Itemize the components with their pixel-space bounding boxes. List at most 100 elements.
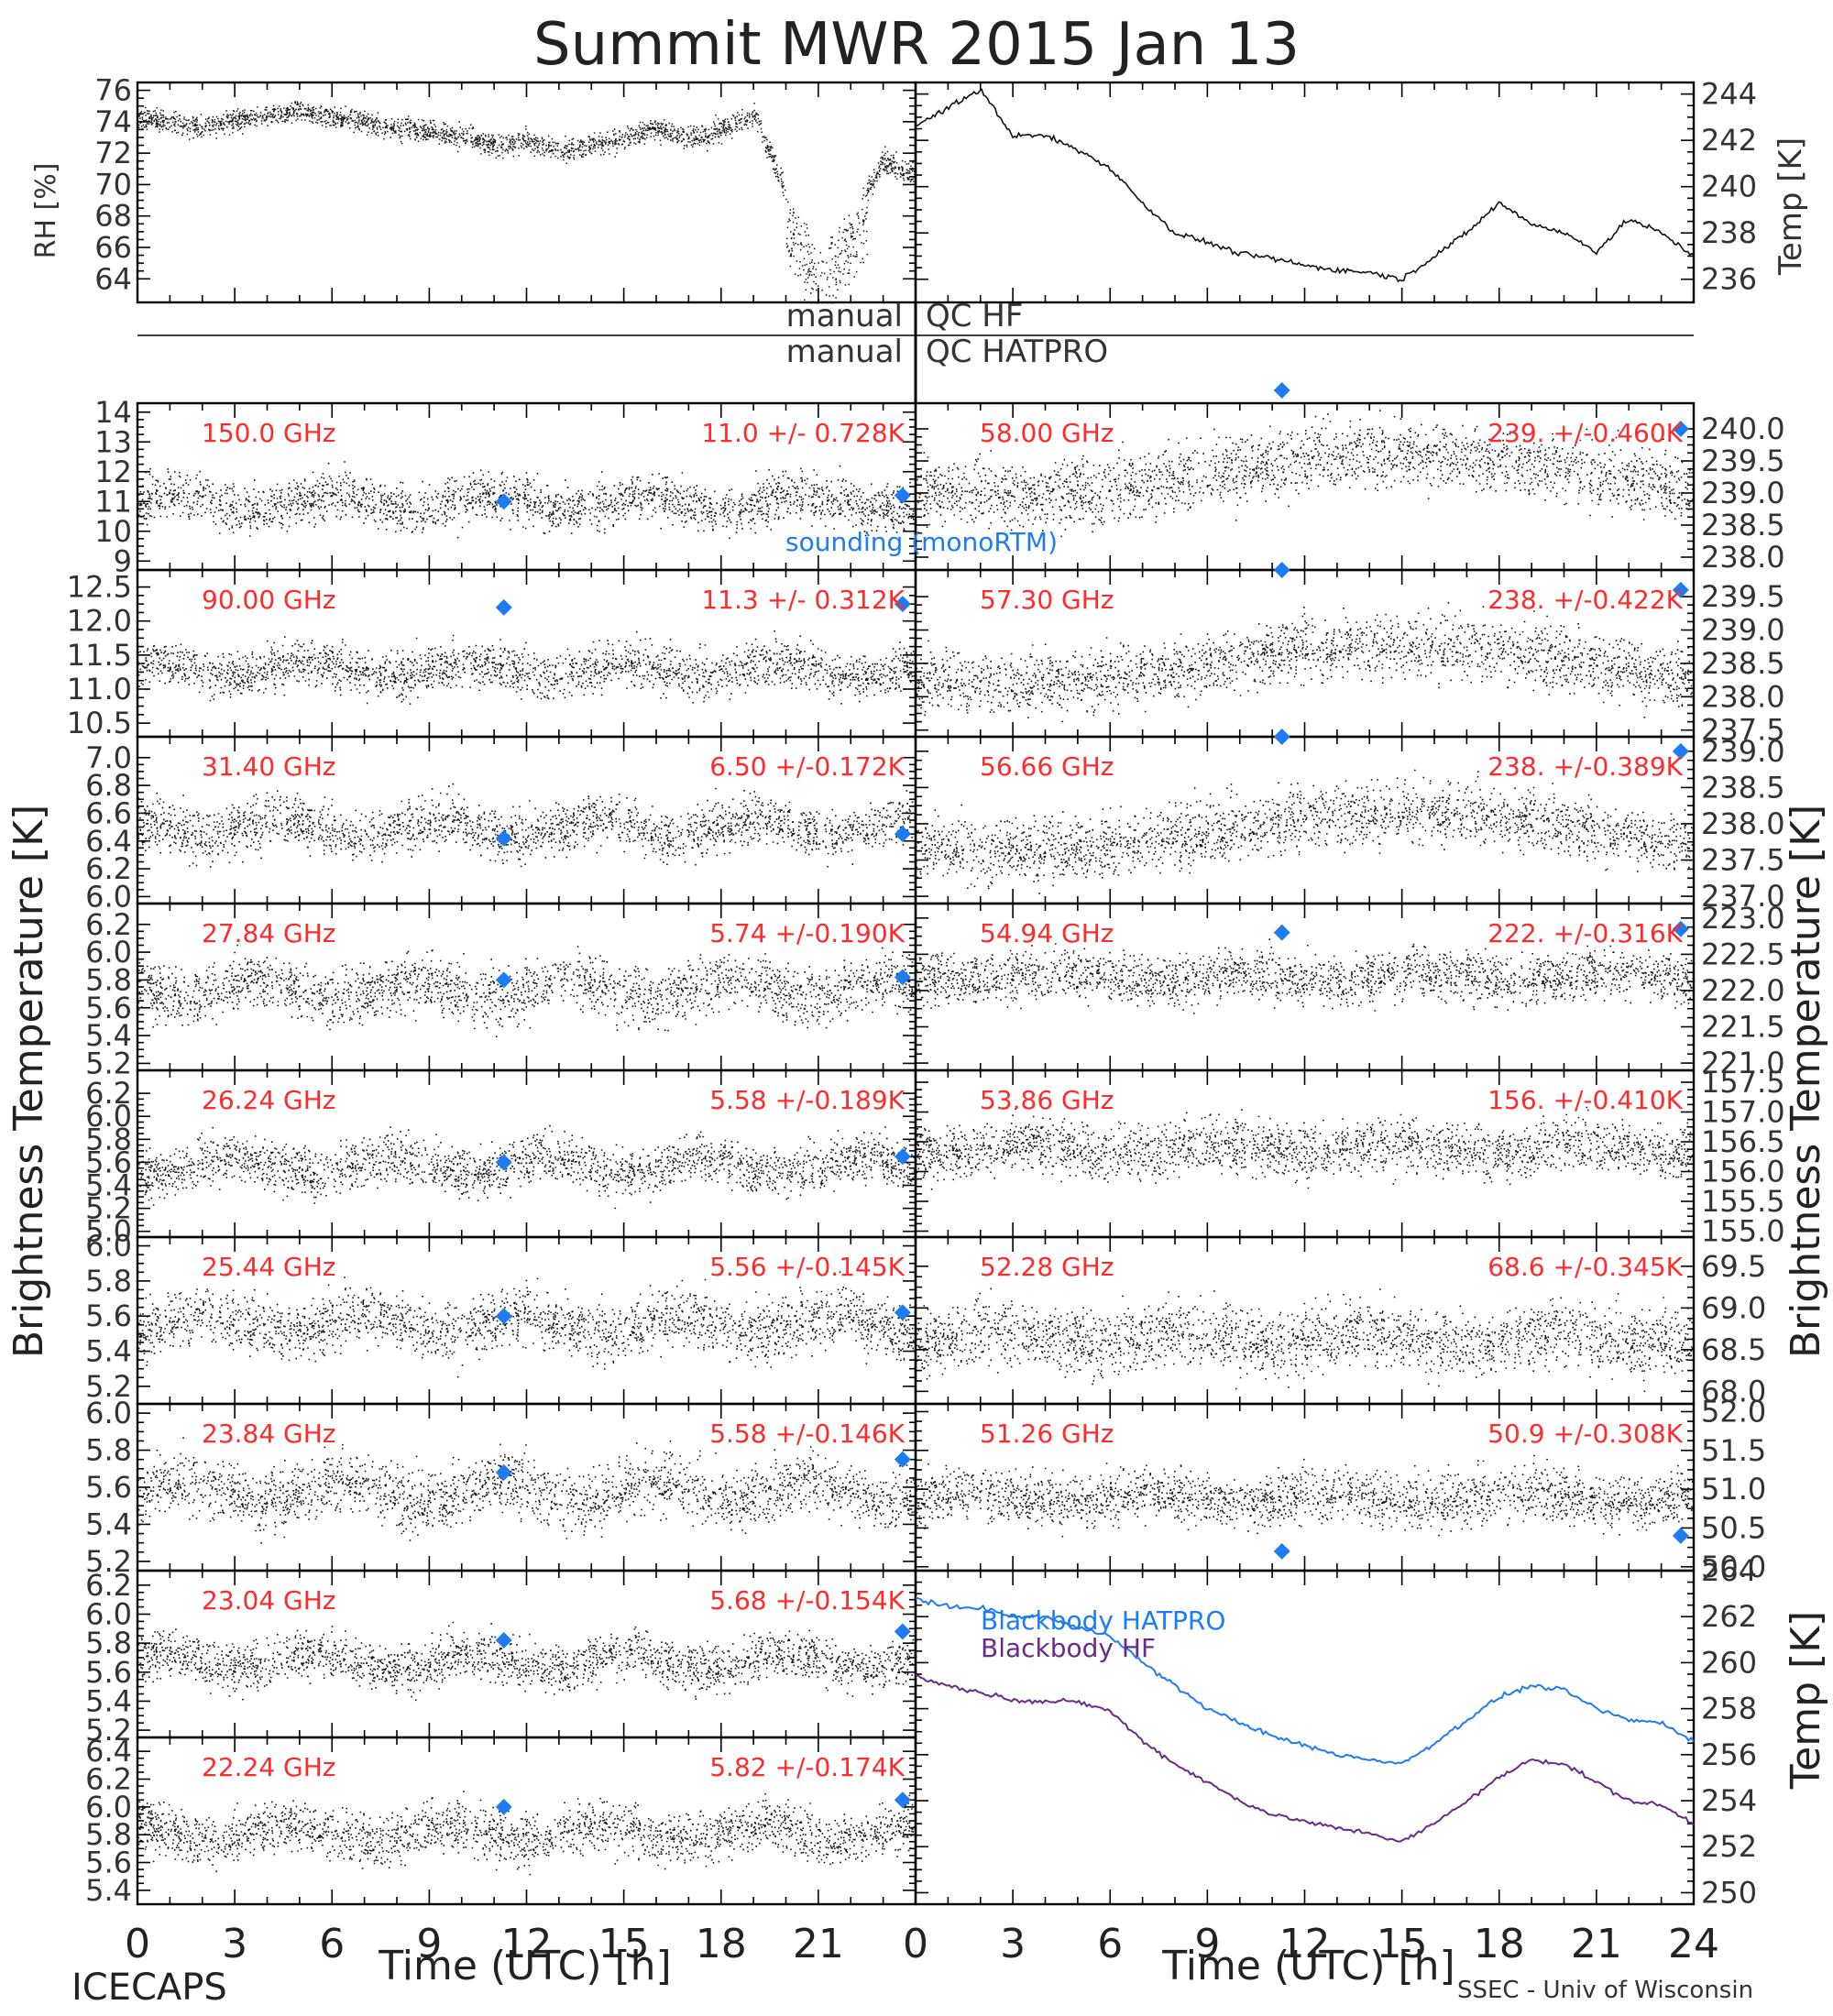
left-channel-8-freq-label: 22.24 GHz — [202, 1752, 336, 1782]
plot-area: 6466687072747623623824024224491011121314… — [67, 73, 1785, 1967]
xtick-label: 6 — [1097, 1921, 1123, 1967]
xtick-label: 18 — [1474, 1921, 1525, 1967]
left-channel-2-ytick-label: 6.2 — [85, 851, 132, 886]
right-channel-2-ytick-label: 237.0 — [1701, 879, 1785, 914]
blackbody-ytick-label: 264 — [1701, 1553, 1757, 1588]
left-channel-0-ytick-label: 14 — [94, 395, 132, 430]
right-channel-4-stats-label: 156. +/-0.410K — [1487, 1085, 1683, 1115]
bt-ylabel-right: Brightness Temperature [K] — [1783, 805, 1829, 1358]
right-channel-4-ytick-label: 156.5 — [1701, 1124, 1785, 1159]
left-channel-4-ytick-label: 6.2 — [85, 1076, 132, 1111]
qc-hatpro-left: manual — [786, 334, 903, 370]
left-channel-7-stats-label: 5.68 +/-0.154K — [709, 1585, 905, 1616]
left-channel-7-ytick-label: 5.8 — [85, 1626, 132, 1660]
left-channel-4-sounding-marker — [495, 1154, 512, 1171]
rh-ytick-label: 72 — [94, 136, 132, 170]
right-channel-4-ytick-label: 157.5 — [1701, 1065, 1785, 1100]
left-channel-2-ytick-label: 7.0 — [85, 740, 132, 775]
left-channel-2-sounding-marker — [894, 826, 911, 843]
left-channel-0-sounding-marker — [894, 487, 911, 504]
xtick-label: 0 — [903, 1921, 928, 1967]
right-channel-4-ytick-label: 157.0 — [1701, 1095, 1785, 1130]
left-channel-3-sounding-marker — [495, 971, 512, 989]
left-channel-5-freq-label: 25.44 GHz — [202, 1252, 336, 1282]
xtick-label: 24 — [1668, 1921, 1719, 1967]
left-channel-5-sounding-marker — [495, 1308, 512, 1325]
left-channel-0-ytick-label: 9 — [114, 543, 132, 578]
right-channel-3-data — [916, 938, 1696, 1014]
right-channel-1-freq-label: 57.30 GHz — [980, 585, 1114, 615]
xlabel-right: Time (UTC) [h] — [1161, 1943, 1454, 1989]
right-channel-5-ytick-label: 68.5 — [1701, 1332, 1766, 1367]
xtick-label: 6 — [319, 1921, 345, 1967]
left-channel-3-ytick-label: 6.2 — [85, 907, 132, 942]
right-channel-2-ytick-label: 238.0 — [1701, 806, 1785, 841]
left-channel-4-ytick-label: 5.0 — [85, 1214, 132, 1249]
left-channel-6-sounding-marker — [495, 1463, 512, 1481]
right-channel-2-data — [916, 769, 1696, 894]
left-channel-2-sounding-marker — [495, 829, 512, 847]
right-channel-0-ytick-label: 239.0 — [1701, 476, 1785, 510]
right-channel-3-ytick-label: 221.5 — [1701, 1010, 1785, 1045]
blackbody-ytick-label: 250 — [1701, 1875, 1757, 1910]
right-channel-4-data — [916, 1106, 1696, 1190]
left-channel-8-ytick-label: 6.0 — [85, 1790, 132, 1824]
left-channel-4-data — [138, 1124, 917, 1210]
left-channel-0-freq-label: 150.0 GHz — [202, 418, 336, 448]
blackbody-panel: 250 252 254 256 258 260 262 264 0 3 6 9 12 15 18 21 24 — [903, 1553, 1757, 1967]
right-channel-5-data — [916, 1287, 1696, 1393]
bt-ylabel-left: Brightness Temperature [K] — [5, 805, 52, 1358]
right-channel-3-stats-label: 222. +/-0.316K — [1487, 918, 1683, 948]
left-channel-4-ytick-label: 5.2 — [85, 1191, 132, 1226]
left-channel-1-ytick-label: 12.5 — [67, 570, 132, 605]
right-channel-5-ytick-label: 69.5 — [1701, 1249, 1766, 1284]
left-channel-8-ytick-label: 5.6 — [85, 1846, 132, 1880]
temp-ytick-label: 240 — [1701, 170, 1757, 204]
rh-data — [137, 101, 916, 304]
left-channel-0-ytick-label: 11 — [94, 484, 132, 519]
left-channel-8-data — [137, 1791, 917, 1876]
left-channel-8-panel: 5.45.65.86.06.26.4 0 3 6 9 12 15 18 21 22.24 GHz 5… — [85, 1734, 917, 1967]
qc-hf-left: manual — [786, 298, 903, 334]
right-channel-4-ytick-label: 155.5 — [1701, 1184, 1785, 1219]
left-channel-7-ytick-label: 5.6 — [85, 1655, 132, 1690]
legend-sounding: sounding (monoRTM) — [785, 527, 1058, 557]
blackbody-series-0 — [915, 1597, 1695, 1765]
right-channel-5-stats-label: 68.6 +/-0.345K — [1487, 1252, 1683, 1282]
left-channel-3-ytick-label: 6.0 — [85, 935, 132, 970]
left-channel-6-ytick-label: 5.2 — [85, 1544, 132, 1579]
right-channel-3-sounding-marker — [1672, 920, 1689, 937]
right-channel-0-freq-label: 58.00 GHz — [980, 418, 1114, 448]
left-channel-8-ytick-label: 5.4 — [85, 1873, 132, 1908]
left-channel-3-data — [137, 944, 917, 1037]
right-channel-3-freq-label: 54.94 GHz — [980, 918, 1114, 948]
right-channel-2-sounding-marker — [1672, 742, 1689, 760]
left-channel-3-ytick-label: 5.2 — [85, 1046, 132, 1080]
xlabel-left: Time (UTC) [h] — [378, 1943, 671, 1989]
right-channel-6-freq-label: 51.26 GHz — [980, 1419, 1114, 1449]
xtick-label: 12 — [1279, 1921, 1331, 1967]
left-channel-8-sounding-marker — [495, 1798, 512, 1815]
right-channel-3-ytick-label: 223.0 — [1701, 901, 1785, 936]
left-channel-8-ytick-label: 5.8 — [85, 1817, 132, 1852]
right-channel-1-ytick-label: 239.0 — [1701, 613, 1785, 648]
right-channel-6-sounding-marker — [1672, 1527, 1689, 1544]
right-channel-6-ytick-label: 51.5 — [1701, 1433, 1766, 1468]
temp-panel: 236 238 240 242 244 — [914, 77, 1757, 304]
legend-blackbody-hatpro: Blackbody HATPRO — [981, 1605, 1225, 1636]
left-channel-7-ytick-label: 6.0 — [85, 1596, 132, 1631]
left-channel-6-ytick-label: 5.6 — [85, 1470, 132, 1505]
right-channel-0-stats-label: 239. +/-0.460K — [1487, 418, 1683, 448]
right-channel-1-ytick-label: 239.5 — [1701, 579, 1785, 614]
left-channel-2-ytick-label: 6.4 — [85, 824, 132, 859]
xtick-label: 15 — [598, 1921, 650, 1967]
blackbody-ylabel: Temp [K] — [1783, 1611, 1829, 1790]
left-channel-1-ytick-label: 11.0 — [67, 672, 132, 707]
left-channel-3-freq-label: 27.84 GHz — [202, 918, 336, 948]
left-channel-1-sounding-marker — [495, 598, 512, 616]
footer-icecaps: ICECAPS — [71, 1967, 227, 2009]
xtick-label: 9 — [416, 1921, 442, 1967]
temp-ytick-label: 244 — [1701, 77, 1757, 112]
